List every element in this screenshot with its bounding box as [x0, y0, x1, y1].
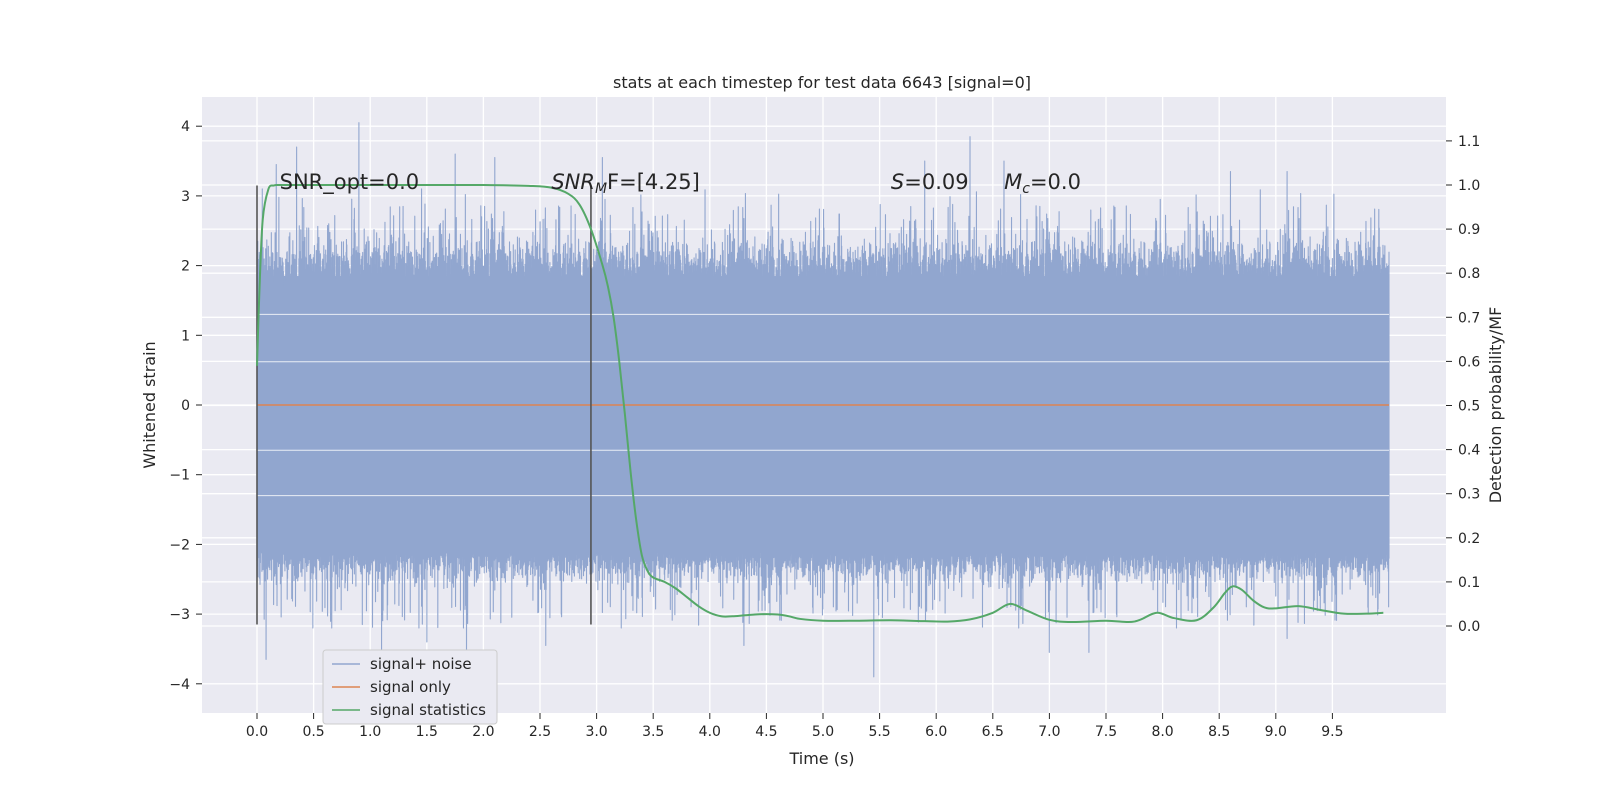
- x-tick-label: 7.0: [1038, 724, 1060, 740]
- y-tick-label-left: −4: [169, 677, 190, 693]
- y-tick-label-left: −1: [169, 468, 190, 484]
- x-tick-label: 2.0: [472, 724, 494, 740]
- signal-noise-series: [256, 122, 1390, 688]
- chart-title: stats at each timestep for test data 664…: [613, 73, 1031, 92]
- y-tick-label-left: 3: [181, 189, 190, 205]
- y-tick-label-right: 0.2: [1458, 531, 1480, 547]
- x-tick-label: 2.5: [529, 724, 551, 740]
- x-tick-label: 7.5: [1095, 724, 1117, 740]
- axes: 0.0 0.5 1.0 1.5 2.0 2.5 3.0 3.5 4.0 4.5 5.0 5.5 6.0 6…: [169, 119, 1480, 740]
- x-tick-label: 0.5: [302, 724, 324, 740]
- y-tick-label-left: 0: [181, 398, 190, 414]
- annotations: SNR_opt=0.0 SNRMF=[4.25] S=0.09 Mc=0.0: [280, 170, 1081, 197]
- signal-statistics-series: [256, 183, 1384, 624]
- legend-box: [322, 649, 498, 725]
- annotation-text: S=0.09: [891, 170, 969, 194]
- y-tick-label-right: 0.0: [1458, 619, 1480, 635]
- x-tick-label: 3.5: [642, 724, 664, 740]
- x-tick-label: 5.5: [868, 724, 890, 740]
- legend-label-signal-noise: signal+ noise: [370, 655, 472, 673]
- signal-statistics-line: [256, 183, 1384, 624]
- x-tick-label: 8.0: [1151, 724, 1173, 740]
- marker-lines: [256, 185, 592, 625]
- y-tick-label-left: 2: [181, 259, 190, 275]
- x-tick-label: 6.0: [925, 724, 947, 740]
- signal-noise-line: [256, 122, 1390, 688]
- y-tick-label-right: 0.4: [1458, 443, 1480, 459]
- legend-label-signal-statistics: signal statistics: [370, 701, 486, 719]
- y-tick-label-right: 0.9: [1458, 222, 1480, 238]
- annotation-text: SNRMF=[4.25]: [551, 170, 700, 197]
- y-tick-label-right: 0.3: [1458, 487, 1480, 503]
- x-tick-label: 1.0: [359, 724, 381, 740]
- x-tick-label: 0.0: [246, 724, 268, 740]
- y-tick-label-left: −2: [169, 537, 190, 553]
- y-tick-label-right: 1.1: [1458, 134, 1480, 150]
- x-axis-label: Time (s): [788, 749, 854, 768]
- x-tick-label: 4.5: [755, 724, 777, 740]
- y-axis-label-right: Detection probability/MF: [1486, 307, 1505, 504]
- y-tick-label-right: 0.1: [1458, 575, 1480, 591]
- y-tick-label-left: 4: [181, 119, 190, 135]
- annotation-text: SNR_opt=0.0: [280, 170, 420, 195]
- x-tick-label: 3.0: [585, 724, 607, 740]
- y-tick-label-right: 1.0: [1458, 178, 1480, 194]
- legend-label-signal-only: signal only: [370, 678, 451, 696]
- y-tick-label-right: 0.8: [1458, 266, 1480, 282]
- x-tick-label: 5.0: [812, 724, 834, 740]
- y-tick-label-left: −3: [169, 607, 190, 623]
- y-tick-label-right: 0.6: [1458, 354, 1480, 370]
- x-tick-label: 6.5: [982, 724, 1004, 740]
- legend: signal+ noise signal only signal statist…: [322, 649, 498, 725]
- y-tick-label-left: 1: [181, 328, 190, 344]
- y-axis-label-left: Whitened strain: [140, 341, 159, 468]
- annotation-text: Mc=0.0: [1004, 170, 1081, 197]
- y-tick-label-right: 0.7: [1458, 310, 1480, 326]
- x-tick-label: 4.0: [699, 724, 721, 740]
- x-tick-label: 1.5: [416, 724, 438, 740]
- x-tick-label: 8.5: [1208, 724, 1230, 740]
- x-tick-label: 9.0: [1265, 724, 1287, 740]
- y-tick-label-right: 0.5: [1458, 399, 1480, 415]
- x-tick-label: 9.5: [1321, 724, 1343, 740]
